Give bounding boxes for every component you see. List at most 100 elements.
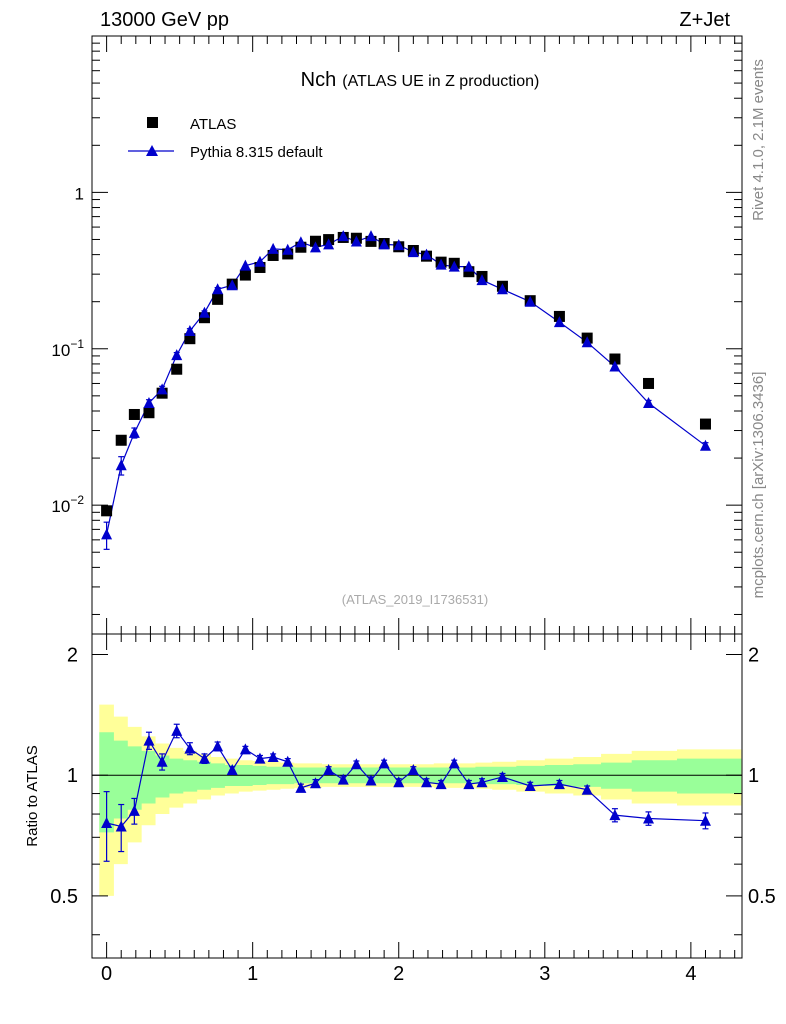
- mc-point: [156, 383, 168, 395]
- data-point: [212, 293, 224, 305]
- x-tick-labels: 0 1 2 3 4: [101, 963, 696, 985]
- legend-label-atlas: ATLAS: [190, 116, 236, 133]
- ratio-point: [128, 804, 140, 816]
- mc-point: [448, 260, 460, 272]
- mc-point: [282, 243, 294, 255]
- ratio-point: [143, 734, 155, 746]
- ratio-point: [337, 773, 349, 785]
- main-panel: 110−110−2 Nch (ATLAS UE in Z production) …: [51, 35, 743, 635]
- ratio-y-tick-label-right: 0.5: [748, 886, 776, 908]
- data-point: [143, 407, 155, 419]
- mc-point: [295, 236, 307, 248]
- green-uncertainty-band: [99, 732, 742, 833]
- data-point: [171, 363, 183, 375]
- energy-label: 13000 GeV pp: [100, 9, 229, 31]
- ratio-point: [407, 764, 419, 776]
- x-tick-label: 0: [101, 963, 112, 985]
- legend: ATLAS Pythia 8.315 default: [128, 116, 323, 161]
- ratio-point: [198, 752, 210, 764]
- ratio-y-tick-label: 1: [67, 765, 78, 787]
- mc-point: [323, 238, 335, 250]
- ratio-point: [496, 770, 508, 782]
- ratio-point: [365, 774, 377, 786]
- mc-point: [212, 283, 224, 295]
- plot-title-sub: (ATLAS UE in Z production): [342, 73, 539, 90]
- mc-point: [171, 349, 183, 361]
- ratio-point: [115, 820, 127, 832]
- ratio-point: [267, 751, 279, 763]
- mc-point: [267, 242, 279, 254]
- ratio-y-axis-label: Ratio to ATLAS: [24, 745, 41, 846]
- ratio-point: [643, 812, 655, 824]
- mcplots-source-label: mcplots.cern.ch [arXiv:1306.3436]: [750, 372, 767, 599]
- main-y-tick-label: 10−2: [51, 493, 84, 516]
- data-point: [309, 235, 321, 247]
- mc-point: [143, 397, 155, 409]
- ratio-panel: 2 2 1 1 0.5 0.5 0 1 2 3 4 Ratio to ATLAS: [24, 633, 776, 985]
- ratio-point: [435, 778, 447, 790]
- ratio-point: [448, 757, 460, 769]
- mc-points: [101, 230, 711, 540]
- ratio-point: [581, 783, 593, 795]
- data-point: [463, 266, 475, 278]
- ratio-point: [254, 752, 266, 764]
- main-y-tick-labels: 1 10−1 10−2: [51, 184, 84, 516]
- data-point: [184, 333, 196, 345]
- x-tick-label: 1: [247, 963, 258, 985]
- data-point: [699, 418, 711, 430]
- data-point: [115, 434, 127, 446]
- mc-point: [365, 230, 377, 242]
- uncertainty-bands: [99, 704, 742, 896]
- analysis-id: (ATLAS_2019_I1736531): [342, 592, 488, 607]
- ratio-point: [212, 740, 224, 752]
- x-tick-label: 2: [393, 963, 404, 985]
- ratio-point: [420, 776, 432, 788]
- data-point: [254, 261, 266, 273]
- data-point: [239, 269, 251, 281]
- main-y-tick-label: 1: [75, 184, 84, 203]
- x-tick-label: 3: [539, 963, 550, 985]
- ratio-point: [184, 742, 196, 754]
- ratio-y-tick-label: 0.5: [50, 886, 78, 908]
- mc-point: [699, 439, 711, 451]
- ratio-point: [476, 776, 488, 788]
- ratio-points: [101, 724, 711, 832]
- mc-point: [524, 295, 536, 307]
- ratio-point: [393, 776, 405, 788]
- mc-point: [254, 255, 266, 267]
- mc-point: [198, 306, 210, 318]
- mc-point: [643, 397, 655, 409]
- legend-label-pythia: Pythia 8.315 default: [190, 144, 323, 161]
- mc-point: [378, 238, 390, 250]
- mc-point: [115, 459, 127, 471]
- ratio-point: [171, 724, 183, 736]
- data-point: [643, 377, 655, 389]
- ratio-point: [524, 779, 536, 791]
- legend-marker-pythia: [146, 145, 158, 156]
- ratio-point: [350, 758, 362, 770]
- ratio-point: [309, 777, 321, 789]
- ratio-point: [553, 778, 565, 790]
- data-point: [267, 249, 279, 261]
- mc-point: [128, 426, 140, 438]
- mc-point: [226, 279, 238, 291]
- ratio-y-tick-label: 2: [67, 645, 78, 667]
- mc-point: [309, 241, 321, 253]
- mc-point: [184, 324, 196, 336]
- plot-title: Nch (ATLAS UE in Z production): [301, 69, 540, 91]
- mc-point: [420, 248, 432, 260]
- ratio-point: [699, 814, 711, 826]
- data-point: [128, 408, 140, 420]
- ratio-y-tick-label-right: 2: [748, 645, 759, 667]
- mc-point: [581, 336, 593, 348]
- data-point: [365, 235, 377, 247]
- ratio-point: [101, 816, 113, 828]
- process-label: Z+Jet: [679, 9, 730, 31]
- main-axis-ticks: [91, 36, 742, 634]
- data-point: [101, 505, 113, 517]
- ratio-y-tick-label-right: 1: [748, 765, 759, 787]
- ratio-point: [226, 764, 238, 776]
- mc-line-path: [106, 235, 706, 535]
- data-points: [101, 231, 711, 517]
